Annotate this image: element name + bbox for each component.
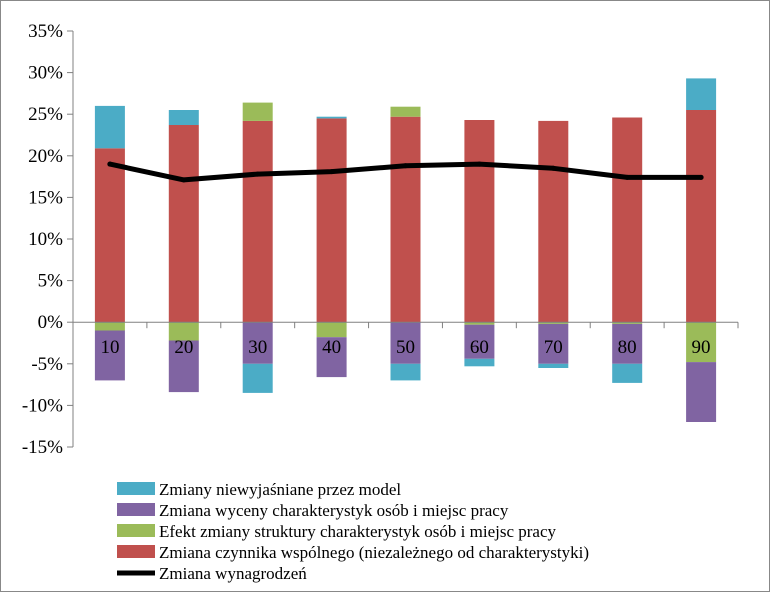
- bar-segment-s3-c6: [538, 363, 569, 368]
- bar-segment-s3-c8: [686, 78, 717, 110]
- y-tick-label: -5%: [31, 354, 63, 375]
- line-point: [550, 165, 556, 171]
- x-category-label: 70: [544, 337, 563, 358]
- y-tick-label: -15%: [22, 437, 63, 458]
- legend-swatch: [117, 545, 155, 558]
- bar-segment-s0-c6: [538, 120, 569, 323]
- bar-segment-s3-c3: [316, 116, 347, 119]
- line-point: [329, 169, 335, 175]
- bar-segment-s3-c5: [464, 358, 495, 367]
- y-tick-label: 35%: [28, 21, 63, 42]
- bar-segment-s0-c1: [168, 125, 199, 323]
- line-point: [698, 174, 704, 180]
- bar-segment-s2-c5: [464, 324, 495, 359]
- bar-segment-s2-c0: [94, 330, 125, 381]
- bar-segment-s1-c1: [168, 322, 199, 341]
- bar-segment-s0-c5: [464, 120, 495, 323]
- bar-segment-s1-c5: [464, 322, 495, 325]
- bar-segment-s1-c8: [686, 322, 717, 363]
- bar-segment-s2-c6: [538, 323, 569, 364]
- x-category-label: 20: [174, 337, 193, 358]
- line-point: [255, 171, 261, 177]
- x-category-label: 90: [692, 337, 711, 358]
- y-tick-label: 20%: [28, 146, 63, 167]
- bar-segment-s2-c3: [316, 337, 347, 378]
- legend-label: Zmiany niewyjaśniane przez model: [159, 480, 401, 499]
- bar-segment-s3-c2: [242, 363, 273, 393]
- legend-swatch: [117, 524, 155, 537]
- x-category-label: 40: [322, 337, 341, 358]
- labels-layer: 10 20 30 40 50 60 70 80 90: [100, 337, 710, 358]
- x-category-label: 60: [470, 337, 489, 358]
- bar-segment-s1-c0: [94, 322, 125, 331]
- legend-label: Zmiana czynnika wspólnego (niezależnego …: [159, 543, 589, 562]
- bar-segment-s1-c7: [612, 322, 643, 324]
- bar-segment-s1-c6: [538, 322, 569, 324]
- legend-swatch: [117, 503, 155, 516]
- bar-segment-s3-c7: [612, 363, 643, 383]
- line-point: [181, 177, 187, 183]
- legend-label: Zmiana wynagrodzeń: [159, 564, 307, 583]
- bar-segment-s0-c8: [686, 110, 717, 323]
- bar-segment-s1-c4: [390, 106, 421, 117]
- bar-segment-s0-c0: [94, 148, 125, 323]
- bar-segment-s2-c2: [242, 322, 273, 364]
- bars-layer: [94, 78, 717, 422]
- bar-segment-s3-c1: [168, 110, 199, 125]
- legend: Zmiany niewyjaśniane przez model Zmiana w…: [117, 480, 589, 583]
- line-point: [476, 161, 482, 167]
- y-tick-label: 0%: [38, 312, 64, 333]
- bar-segment-s1-c2: [242, 102, 273, 121]
- line-point: [403, 163, 408, 169]
- x-category-label: 10: [100, 337, 119, 358]
- legend-swatch: [117, 482, 155, 495]
- bar-segment-s0-c4: [390, 116, 421, 323]
- y-tick-label: 5%: [38, 271, 64, 292]
- y-tick-label: 30%: [28, 63, 63, 84]
- y-tick-label: 10%: [28, 229, 63, 250]
- legend-label: Efekt zmiany struktury charakterystyk os…: [159, 522, 557, 541]
- line-layer: [107, 161, 704, 183]
- y-tick-label: 25%: [28, 104, 63, 125]
- bar-segment-s3-c4: [390, 363, 421, 381]
- x-category-label: 50: [396, 337, 415, 358]
- bar-segment-s2-c7: [612, 323, 643, 364]
- bar-segment-s0-c7: [612, 117, 643, 323]
- x-category-label: 80: [618, 337, 637, 358]
- y-tick-label: 15%: [28, 187, 63, 208]
- x-category-label: 30: [248, 337, 267, 358]
- bar-segment-s3-c0: [94, 105, 125, 149]
- axis-layer: -15% -10% -5% 0% 5% 10% 15% 20% 25% 30% 35%: [22, 21, 739, 458]
- bar-segment-s2-c1: [168, 340, 199, 393]
- bar-segment-s1-c3: [316, 322, 347, 338]
- legend-label: Zmiana wyceny charakterystyk osób i miej…: [159, 501, 509, 520]
- line-point: [107, 161, 113, 167]
- y-tick-label: -10%: [22, 395, 63, 416]
- line-point: [624, 174, 630, 180]
- bar-segment-s2-c4: [390, 322, 421, 364]
- bar-segment-s2-c8: [686, 362, 717, 422]
- bar-segment-s0-c3: [316, 118, 347, 323]
- bar-segment-s0-c2: [242, 120, 273, 323]
